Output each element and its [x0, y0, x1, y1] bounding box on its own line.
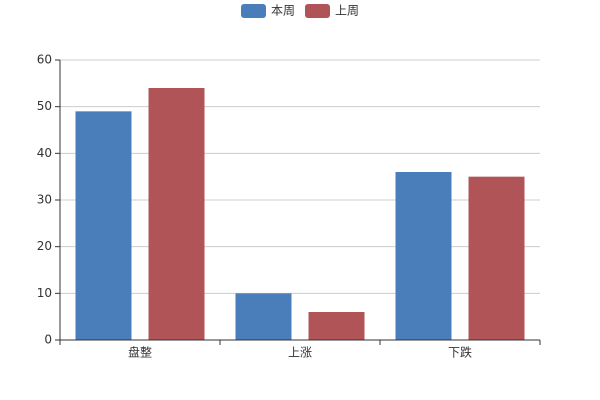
- legend-label[interactable]: 上周: [335, 4, 359, 18]
- y-tick-label: 60: [37, 53, 52, 67]
- bar: [75, 111, 132, 340]
- bar: [395, 172, 452, 340]
- legend-swatch[interactable]: [241, 4, 266, 18]
- bar: [235, 293, 292, 340]
- x-tick-label: 下跌: [448, 345, 472, 360]
- bar: [468, 176, 525, 340]
- y-tick-label: 30: [37, 193, 52, 207]
- x-tick-label: 上涨: [288, 345, 312, 360]
- y-tick-label: 0: [44, 333, 52, 347]
- x-tick-label: 盘整: [128, 345, 152, 360]
- bar: [308, 312, 365, 340]
- legend-swatch[interactable]: [305, 4, 330, 18]
- y-tick-label: 20: [37, 239, 52, 253]
- y-tick-label: 50: [37, 99, 52, 113]
- y-tick-label: 40: [37, 146, 52, 160]
- bar: [148, 88, 205, 340]
- legend-label[interactable]: 本周: [271, 4, 295, 18]
- y-tick-label: 10: [37, 286, 52, 300]
